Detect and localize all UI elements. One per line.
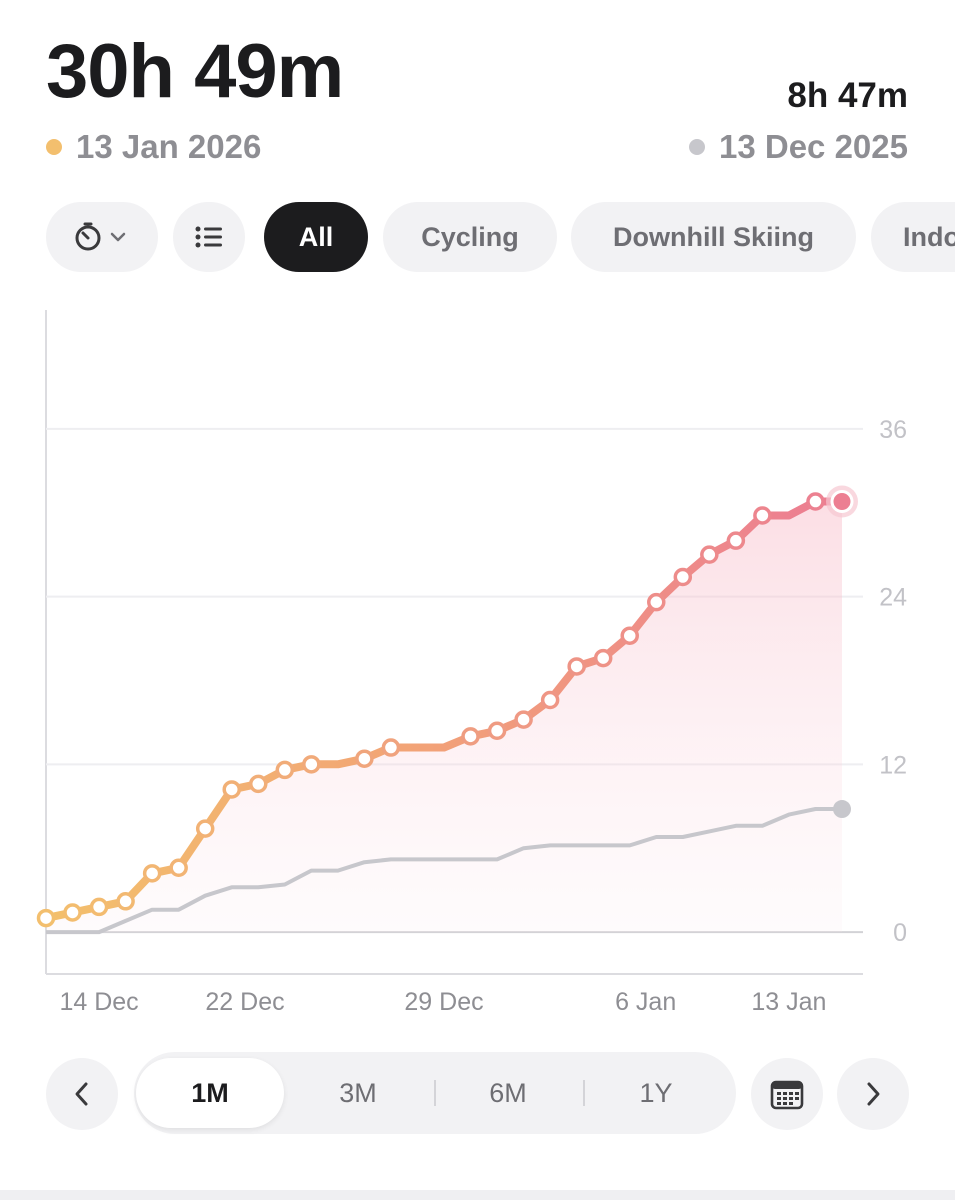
main-series-point <box>355 749 374 768</box>
main-series-point <box>806 492 825 511</box>
main-series-point <box>700 545 719 564</box>
period-6m[interactable]: 6M <box>489 1077 527 1108</box>
main-series-point <box>753 506 772 525</box>
x-tick-label: 13 Jan <box>751 988 826 1016</box>
compare-date: 13 Dec 2025 <box>719 128 908 165</box>
compare-duration: 8h 47m <box>787 76 908 115</box>
main-series-point <box>673 567 693 587</box>
current-date: 13 Jan 2026 <box>76 128 262 165</box>
main-series-point <box>275 760 295 780</box>
current-point <box>830 490 854 514</box>
y-tick-label: 0 <box>893 919 907 947</box>
period-divider <box>583 1080 585 1106</box>
x-tick-label: 14 Dec <box>59 988 138 1016</box>
list-view-button[interactable] <box>173 202 245 272</box>
comparison-series-line <box>46 807 842 935</box>
main-series-point <box>461 727 480 746</box>
main-series-point <box>89 897 109 917</box>
period-3m[interactable]: 3M <box>339 1077 377 1108</box>
main-series-point <box>647 592 666 612</box>
total-duration: 30h 49m <box>46 29 344 114</box>
main-series-point <box>593 648 613 668</box>
calendar-button[interactable] <box>751 1058 823 1130</box>
y-tick-label: 12 <box>879 751 907 779</box>
chevron-left-icon <box>75 1082 88 1106</box>
x-tick-label: 6 Jan <box>615 988 676 1016</box>
main-series-point <box>620 626 639 645</box>
current-period-label: 13 Jan 2026 <box>46 128 261 166</box>
main-series-point <box>36 908 56 928</box>
main-series-point <box>487 721 507 741</box>
chevron-right-icon <box>867 1082 880 1106</box>
cumulative-duration-chart: 0 12 24 36 14 Dec 22 Dec 29 Dec 6 Jan 13 Jan <box>36 310 907 1016</box>
main-series-point <box>249 774 268 794</box>
x-tick-label: 22 Dec <box>205 988 284 1016</box>
period-1m[interactable]: 1M <box>136 1058 284 1128</box>
x-tick-label: 29 Dec <box>404 988 483 1016</box>
calendar-icon <box>770 1080 804 1110</box>
previous-period-button[interactable] <box>46 1058 118 1130</box>
filter-chip-row: All Cycling Downhill Skiing Indo <box>46 202 955 272</box>
comparison-end-point <box>833 800 851 819</box>
main-series-point <box>195 819 215 838</box>
next-period-button[interactable] <box>837 1058 909 1130</box>
period-selector: 1M 3M 6M 1Y <box>134 1052 736 1134</box>
main-series-point <box>381 738 401 757</box>
main-series-area <box>46 501 842 933</box>
compare-period-label: 13 Dec 2025 <box>689 128 908 166</box>
chip-downhill-skiing[interactable]: Downhill Skiing <box>571 202 856 272</box>
stopwatch-icon <box>75 222 126 251</box>
main-series-point <box>567 657 586 676</box>
current-dot-icon <box>46 139 62 155</box>
stopwatch-filter-button[interactable] <box>46 202 158 272</box>
main-series-point <box>116 892 135 911</box>
chip-cycling[interactable]: Cycling <box>383 202 557 272</box>
list-icon <box>195 226 222 248</box>
main-series-point <box>169 858 188 878</box>
y-tick-label: 36 <box>879 416 907 444</box>
main-series-point <box>142 864 162 883</box>
chip-indoor[interactable]: Indo <box>871 202 955 272</box>
main-series-point <box>63 903 82 922</box>
compare-dot-icon <box>689 139 705 155</box>
main-series-point <box>302 755 321 774</box>
main-series-point <box>540 690 560 710</box>
y-tick-label: 24 <box>879 584 907 612</box>
period-1y[interactable]: 1Y <box>639 1077 673 1108</box>
period-divider <box>434 1080 436 1106</box>
main-series-point <box>222 780 241 799</box>
main-series-point <box>514 710 533 729</box>
main-series-point <box>726 531 746 550</box>
bottom-edge <box>0 1190 955 1200</box>
chip-all[interactable]: All <box>264 202 368 272</box>
